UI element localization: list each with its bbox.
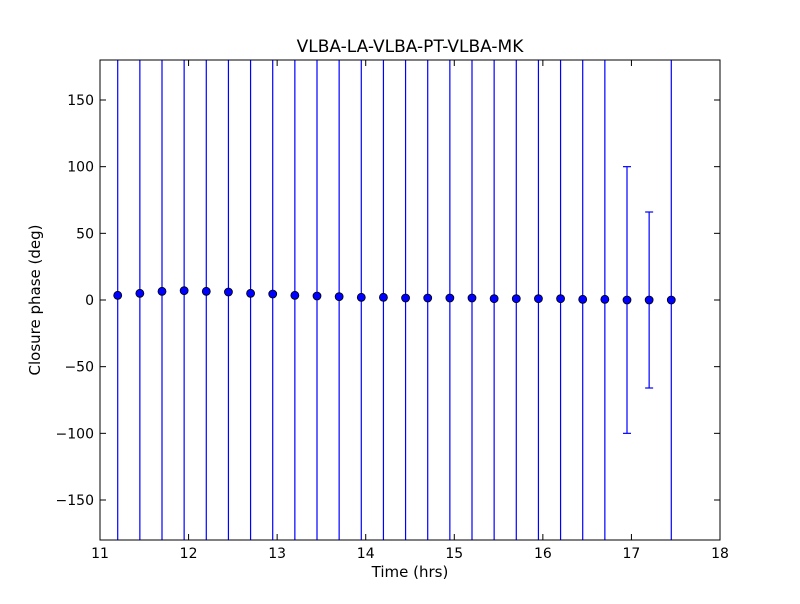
x-tick-label: 14 [357,546,375,562]
x-tick-label: 18 [711,546,729,562]
data-point [556,294,565,304]
x-tick-label: 17 [623,546,641,562]
data-point [268,289,278,299]
data-point [489,294,499,304]
data-point [379,292,388,302]
data-point [246,288,255,298]
data-point [401,293,410,303]
plot-area [100,60,720,540]
y-tick-label: 100 [67,160,94,176]
x-axis-ticks: 11 12 13 14 15 16 17 18 [91,60,729,562]
data-point [135,288,145,298]
y-tick-label: −100 [56,426,94,442]
data-point [423,293,433,303]
data-point [578,294,588,304]
x-tick-label: 12 [180,546,198,562]
data-point [224,287,233,297]
x-tick-label: 13 [268,546,286,562]
data-point [534,294,543,304]
chart-title: VLBA-LA-VLBA-PT-VLBA-MK [297,37,525,57]
x-tick-label: 11 [91,546,109,562]
y-tick-label: −150 [56,493,94,509]
data-point [334,292,344,302]
data-point [511,294,521,304]
y-tick-label: 0 [85,293,94,309]
y-axis-label: Closure phase (deg) [26,225,44,376]
data-point [600,294,610,304]
y-axis-ticks: −150 −100 −50 0 50 100 150 [56,93,720,509]
data-point [113,290,123,300]
data-point [157,286,167,296]
x-axis-label: Time (hrs) [371,563,449,581]
y-tick-label: 150 [67,93,94,109]
data-point [622,295,632,305]
data-point [312,291,322,301]
y-tick-label: 50 [76,226,94,242]
y-tick-label: −50 [64,360,94,376]
data-point [179,286,189,296]
data-point [290,290,300,300]
data-point [201,286,211,296]
data-point [356,292,366,302]
data-point [467,293,477,303]
data-point [644,295,654,305]
x-tick-label: 15 [445,546,463,562]
data-point [666,295,676,305]
marker-layer [113,286,676,305]
x-tick-label: 16 [534,546,552,562]
data-point [445,293,455,303]
